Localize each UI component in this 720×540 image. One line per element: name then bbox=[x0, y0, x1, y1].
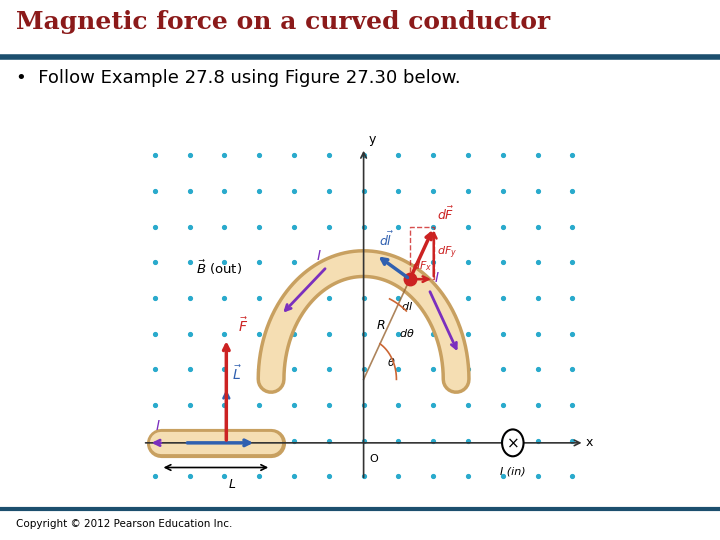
Text: •  Follow Example 27.8 using Figure 27.30 below.: • Follow Example 27.8 using Figure 27.30… bbox=[16, 69, 461, 87]
Text: I: I bbox=[317, 249, 321, 263]
Text: I (in): I (in) bbox=[500, 467, 526, 477]
Text: $d\vec{F}$: $d\vec{F}$ bbox=[437, 206, 454, 223]
Text: $dF_x$: $dF_x$ bbox=[412, 259, 432, 273]
Text: I: I bbox=[435, 272, 439, 286]
Text: Magnetic force on a curved conductor: Magnetic force on a curved conductor bbox=[16, 10, 550, 33]
Text: R: R bbox=[377, 319, 385, 332]
Text: $\theta$: $\theta$ bbox=[417, 293, 426, 305]
Text: x: x bbox=[585, 436, 593, 449]
Text: $\times$: $\times$ bbox=[506, 435, 519, 450]
Text: $d\theta$: $d\theta$ bbox=[399, 327, 415, 339]
Text: $\vec{F}$: $\vec{F}$ bbox=[238, 316, 248, 335]
Text: L: L bbox=[229, 478, 235, 491]
Text: y: y bbox=[369, 133, 376, 146]
Text: $\theta$: $\theta$ bbox=[387, 356, 395, 368]
Text: I: I bbox=[156, 419, 160, 433]
Text: $dF_y$: $dF_y$ bbox=[437, 245, 457, 261]
Text: $dl$: $dl$ bbox=[401, 300, 413, 312]
Text: $\vec{L}$: $\vec{L}$ bbox=[233, 364, 243, 383]
Text: $\vec{B}$ (out): $\vec{B}$ (out) bbox=[197, 258, 243, 276]
Text: O: O bbox=[369, 454, 378, 464]
Text: Copyright © 2012 Pearson Education Inc.: Copyright © 2012 Pearson Education Inc. bbox=[16, 519, 233, 529]
Circle shape bbox=[502, 429, 523, 456]
Text: $d\vec{l}$: $d\vec{l}$ bbox=[379, 231, 395, 249]
